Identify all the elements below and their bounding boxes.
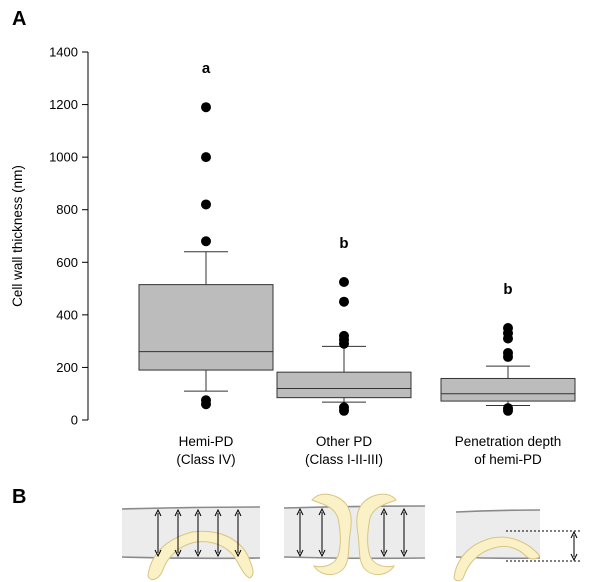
arrow-head-down (318, 549, 326, 558)
arrow-head-up (318, 507, 326, 516)
thickness-arrow (154, 508, 162, 558)
arrow-head-up (194, 508, 202, 517)
arrow-head-up (214, 508, 222, 517)
box-iqr (138, 284, 274, 371)
y-tick-label: 0 (71, 413, 78, 428)
thickness-arrow (234, 508, 242, 558)
cell-wall-band (284, 506, 425, 558)
outlier-point (339, 330, 349, 341)
arrow-head-down (234, 549, 242, 558)
arrow-head-up (296, 507, 304, 516)
plasma-membrane-top (455, 509, 541, 513)
arrow-head-up (570, 530, 578, 539)
arrow-head-up (234, 508, 242, 517)
y-tick-label: 600 (56, 255, 78, 270)
plasma-membrane-top (283, 505, 426, 509)
arrow-head-down (154, 549, 162, 558)
arrow-head-up (154, 508, 162, 517)
y-tick-label: 1400 (49, 45, 78, 60)
arrow-head-down (174, 549, 182, 558)
plasma-membrane-bottom (283, 556, 426, 560)
depth-arrow (570, 530, 578, 562)
outlier-point (201, 395, 211, 406)
thickness-arrow (214, 508, 222, 558)
arrow-head-up (174, 508, 182, 517)
outlier-point (339, 277, 349, 287)
plasma-membrane-top (121, 506, 261, 510)
significance-letter: b (339, 235, 348, 252)
arrow-head-down (400, 549, 408, 558)
category-label: Hemi-PD (179, 434, 234, 449)
y-axis-title: Cell wall thickness (nm) (10, 165, 25, 307)
hemi-pd-penetration (453, 536, 541, 582)
arrow-head-up (380, 507, 388, 516)
box-plot: 0 200 400 600 800 1000 1200 1400 Cell wall thick… (10, 45, 576, 467)
box-group: b Penetration depth of hemi-PD (440, 281, 576, 467)
y-tick-label: 800 (56, 202, 78, 217)
thickness-arrow (174, 508, 182, 558)
panel-label-a: A (12, 8, 27, 30)
panel-label-b: B (12, 486, 27, 508)
outlier-point (201, 236, 211, 247)
pd-schematic (121, 493, 580, 582)
category-label: (Class I-II-III) (305, 452, 383, 467)
y-tick-label: 200 (56, 360, 78, 375)
outlier-point (503, 403, 513, 414)
category-label: (Class IV) (176, 452, 235, 467)
thickness-arrow (400, 507, 408, 558)
significance-letter: a (202, 60, 211, 77)
significance-letter: b (503, 281, 512, 298)
pd-channel-left (311, 493, 352, 575)
thickness-arrow (296, 507, 304, 558)
arrow-head-down (380, 549, 388, 558)
box-iqr (440, 377, 576, 402)
thickness-arrow (380, 507, 388, 558)
schematic-other-pd (283, 505, 426, 560)
thickness-arrow (194, 508, 202, 558)
outlier-point (201, 199, 211, 210)
category-label: Other PD (316, 434, 373, 449)
arrow-head-down (194, 549, 202, 558)
y-tick-label: 1200 (49, 97, 78, 112)
outlier-point (503, 347, 513, 358)
outlier-point (201, 102, 211, 113)
box-group: b Other PD (Class I-II-III) (276, 235, 412, 467)
pd-channel-right (356, 493, 397, 575)
category-label: of hemi-PD (474, 452, 542, 467)
arrow-head-down (214, 549, 222, 558)
box-group: a Hemi-PD (Class IV) (138, 60, 274, 467)
outlier-point (339, 402, 349, 413)
y-tick-label: 400 (56, 307, 78, 322)
arrow-head-down (570, 553, 578, 562)
category-label: Penetration depth (455, 434, 562, 449)
y-tick-label: 1000 (49, 150, 78, 165)
outlier-point (503, 323, 513, 333)
arrow-head-up (400, 507, 408, 516)
outlier-point (339, 296, 349, 307)
box-iqr (276, 371, 412, 399)
hemi-pd-arch (147, 530, 254, 580)
outlier-point (201, 152, 211, 163)
arrow-head-down (296, 549, 304, 558)
thickness-arrow (318, 507, 326, 558)
